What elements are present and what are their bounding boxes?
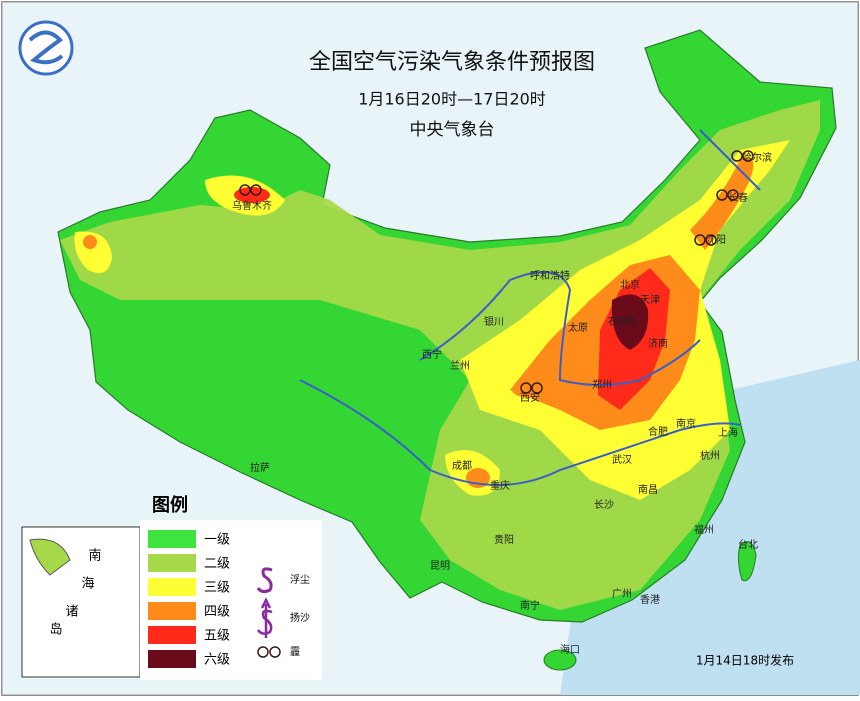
inset-land bbox=[29, 538, 71, 576]
level4-zone-ne bbox=[690, 157, 754, 250]
yellow-river bbox=[419, 271, 701, 386]
city: 福州 bbox=[694, 523, 714, 536]
legend-swatch bbox=[148, 650, 196, 668]
city: 兰州 bbox=[450, 359, 470, 372]
city: 香港 bbox=[640, 594, 660, 606]
inset-label: 南 bbox=[88, 548, 101, 564]
songhua-river bbox=[699, 129, 761, 191]
yangtze-river bbox=[299, 379, 741, 486]
city: 北京 bbox=[620, 278, 640, 291]
dust-icon bbox=[256, 567, 273, 594]
city: 呼和浩特 bbox=[530, 270, 570, 282]
title: 全国空气污染气象条件预报图 bbox=[309, 50, 595, 75]
city: 南宁 bbox=[520, 599, 540, 612]
agency: 中央气象台 bbox=[410, 120, 495, 140]
level6-zone bbox=[611, 294, 649, 350]
city: 哈尔滨 bbox=[742, 151, 772, 164]
city: 台北 bbox=[738, 538, 758, 551]
subtitle: 1月16日20时—17日20时 bbox=[358, 90, 546, 109]
legend-symbol: 浮尘 bbox=[290, 574, 310, 586]
city-labels: 哈尔滨 长春 沈阳 乌鲁木齐 呼和浩特 北京 天津 石家庄 济南 太原 银川 西… bbox=[232, 151, 772, 656]
city: 济南 bbox=[648, 337, 668, 350]
city: 长春 bbox=[728, 192, 748, 204]
legend-symbol: 扬沙 bbox=[290, 611, 310, 624]
city: 杭州 bbox=[700, 449, 720, 462]
city: 拉萨 bbox=[250, 461, 270, 474]
city: 昆明 bbox=[430, 560, 450, 572]
taiwan bbox=[737, 541, 757, 582]
legend-title: 图例 bbox=[152, 494, 188, 516]
legend-label: 一级 bbox=[204, 533, 230, 548]
city: 上海 bbox=[718, 426, 738, 439]
legend-swatch bbox=[148, 578, 196, 596]
legend-swatch bbox=[148, 626, 196, 644]
city: 太原 bbox=[568, 321, 588, 334]
city: 武汉 bbox=[612, 453, 632, 466]
legend-swatch bbox=[148, 554, 196, 572]
city: 合肥 bbox=[648, 425, 668, 438]
city: 郑州 bbox=[592, 378, 612, 391]
city: 南京 bbox=[676, 417, 696, 430]
legend-symbol: 霾 bbox=[290, 646, 300, 658]
hainan bbox=[543, 649, 577, 671]
city: 成都 bbox=[452, 460, 472, 472]
legend-label: 六级 bbox=[204, 653, 230, 668]
level4-spot bbox=[83, 235, 97, 249]
city: 长沙 bbox=[594, 499, 614, 511]
city: 贵阳 bbox=[494, 533, 514, 546]
legend-label: 五级 bbox=[204, 629, 230, 644]
city: 重庆 bbox=[490, 479, 510, 492]
haze-markers bbox=[239, 150, 754, 394]
sand-icon bbox=[256, 597, 273, 638]
city: 天津 bbox=[640, 294, 660, 306]
legend-swatch bbox=[148, 530, 196, 548]
city: 乌鲁木齐 bbox=[232, 199, 272, 212]
city: 西宁 bbox=[422, 348, 442, 361]
legend-label: 四级 bbox=[204, 605, 230, 620]
city: 石家庄 bbox=[608, 315, 638, 328]
city: 西安 bbox=[520, 391, 540, 404]
haze-icon bbox=[257, 646, 281, 658]
city: 南昌 bbox=[638, 483, 658, 496]
release-time: 1月14日18时发布 bbox=[696, 653, 794, 668]
inset-label: 诸 bbox=[65, 605, 78, 620]
inset-label: 海 bbox=[81, 577, 94, 592]
legend-label: 三级 bbox=[204, 581, 230, 596]
city: 海口 bbox=[560, 643, 580, 656]
logo-mark bbox=[28, 30, 64, 65]
inset-label: 岛 bbox=[49, 622, 62, 638]
legend-swatch bbox=[148, 602, 196, 620]
city: 广州 bbox=[612, 588, 632, 600]
city: 银川 bbox=[484, 315, 504, 328]
legend-label: 二级 bbox=[204, 557, 230, 572]
